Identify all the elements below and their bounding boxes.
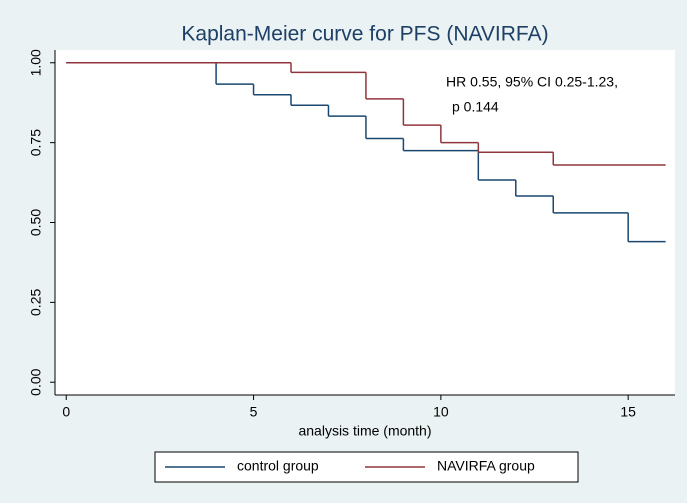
y-tick-label: 0.25 xyxy=(28,289,44,316)
y-tick-label: 0.75 xyxy=(28,129,44,156)
plot-area xyxy=(55,50,675,395)
legend-label: control group xyxy=(237,458,319,474)
legend-label: NAVIRFA group xyxy=(437,458,535,474)
y-tick-label: 0.00 xyxy=(28,368,44,395)
x-tick-label: 0 xyxy=(62,404,70,420)
annotation: HR 0.55, 95% CI 0.25-1.23, xyxy=(446,74,618,90)
x-tick-label: 5 xyxy=(250,404,258,420)
x-tick-label: 15 xyxy=(620,404,636,420)
x-axis-label: analysis time (month) xyxy=(298,423,431,439)
chart-title: Kaplan-Meier curve for PFS (NAVIRFA) xyxy=(181,23,548,46)
x-tick-label: 10 xyxy=(433,404,449,420)
y-tick-label: 1.00 xyxy=(28,49,44,76)
y-tick-label: 0.50 xyxy=(28,209,44,236)
annotation: p 0.144 xyxy=(452,99,499,115)
